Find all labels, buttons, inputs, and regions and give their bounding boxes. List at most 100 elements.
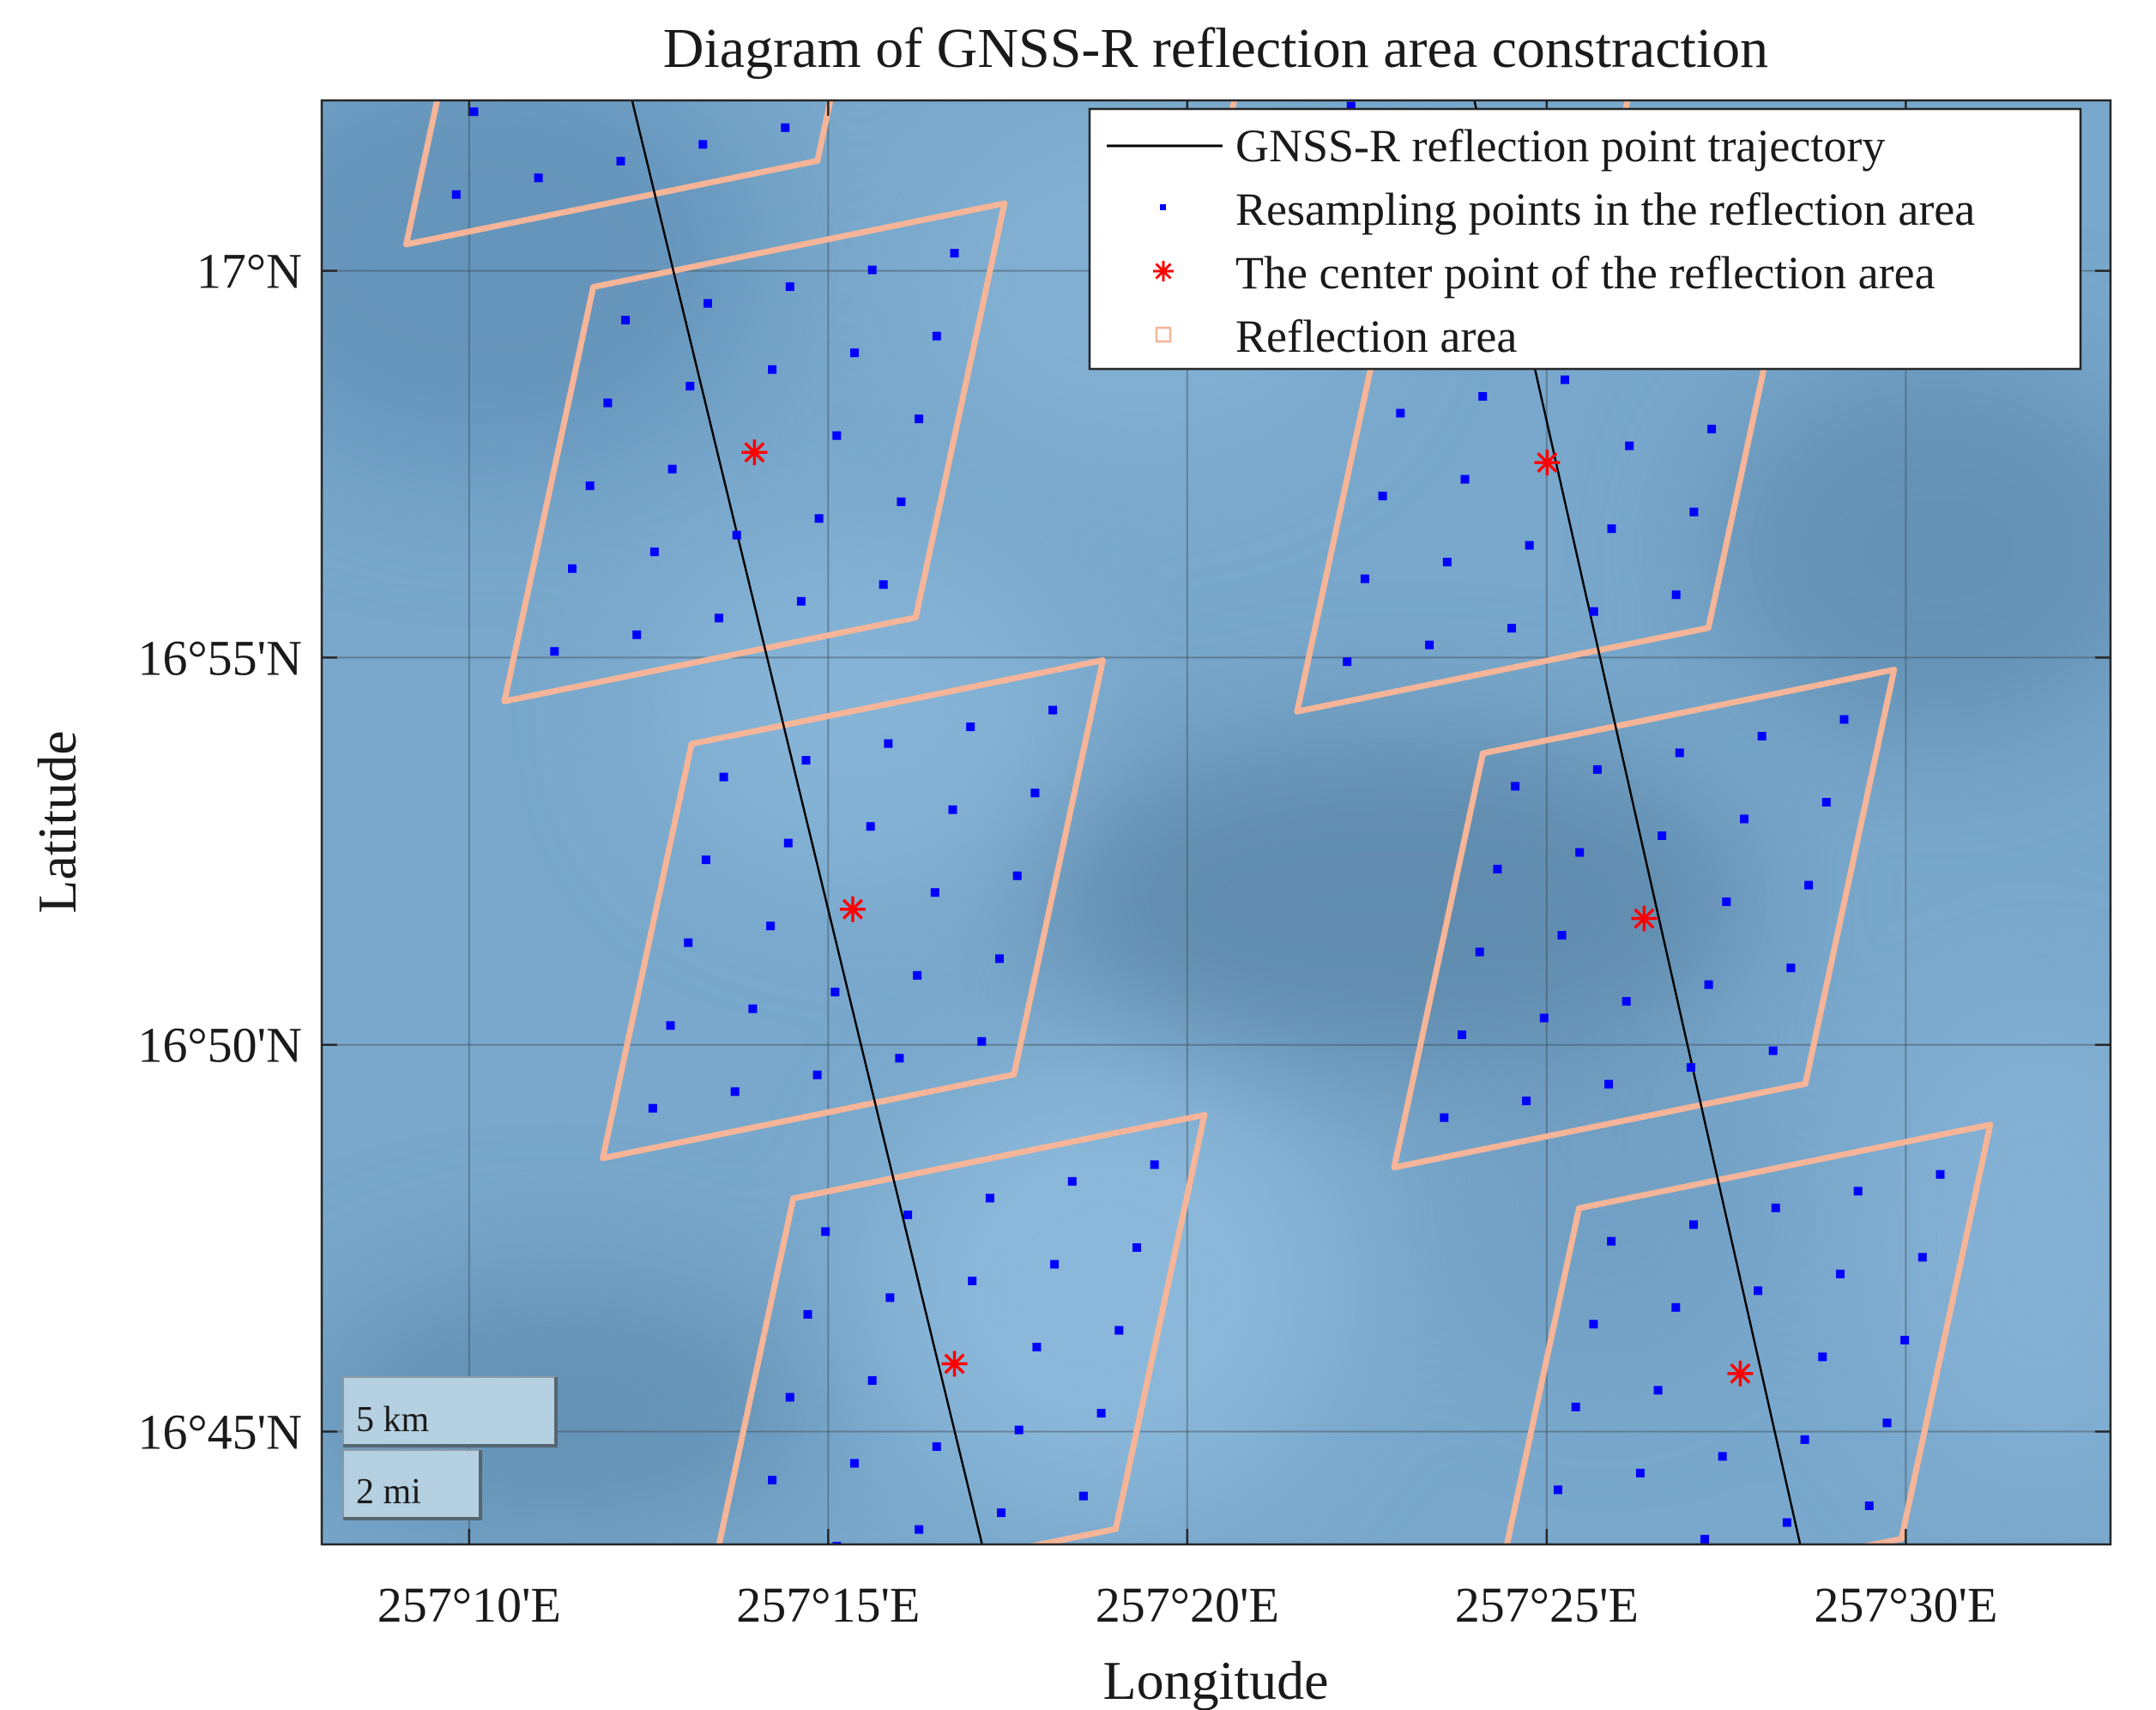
axis-ticks: 257°10'E 257°15'E 257°20'E 257°25'E 257°30'E… bbox=[137, 100, 2111, 1633]
resampling-point bbox=[1658, 831, 1667, 840]
resampling-point bbox=[932, 1442, 941, 1451]
resampling-point bbox=[1478, 392, 1488, 401]
resampling-point bbox=[1132, 1243, 1141, 1252]
center-point bbox=[1727, 1360, 1754, 1387]
y-tick-label: 16°50'N bbox=[137, 1018, 302, 1073]
reflection-area bbox=[716, 1111, 1208, 1544]
resampling-point bbox=[1864, 1502, 1874, 1510]
resampling-point bbox=[932, 331, 941, 341]
resampling-point bbox=[814, 514, 824, 523]
resampling-point bbox=[850, 348, 859, 358]
resampling-point bbox=[698, 140, 708, 149]
resampling-point bbox=[1800, 1435, 1809, 1444]
y-tick-label: 16°55'N bbox=[137, 630, 302, 686]
resampling-point bbox=[977, 1036, 987, 1046]
resampling-point bbox=[585, 481, 595, 491]
resampling-point bbox=[1525, 541, 1534, 550]
resampling-point bbox=[1821, 798, 1831, 807]
resampling-point bbox=[785, 282, 794, 292]
resampling-point bbox=[451, 190, 461, 199]
resampling-point bbox=[966, 722, 975, 732]
x-axis-label: Longitude bbox=[1102, 1650, 1328, 1710]
resampling-point bbox=[1836, 1269, 1845, 1278]
resampling-point bbox=[1622, 997, 1631, 1006]
resampling-point bbox=[632, 630, 642, 639]
resampling-point bbox=[1707, 425, 1717, 434]
resampling-point bbox=[550, 647, 559, 656]
resampling-point bbox=[1671, 1302, 1681, 1312]
resampling-point bbox=[1754, 1286, 1763, 1296]
resampling-point bbox=[1618, 1551, 1627, 1560]
trajectory-line bbox=[631, 100, 983, 1544]
center-point bbox=[643, 0, 669, 9]
resampling-point bbox=[995, 954, 1004, 964]
chart-title: Diagram of GNSS-R reflection area constr… bbox=[663, 17, 1768, 80]
resampling-point bbox=[968, 1276, 977, 1285]
resampling-point bbox=[685, 382, 695, 391]
resampling-point bbox=[534, 173, 543, 183]
resampling-point bbox=[1839, 715, 1849, 724]
resampling-point bbox=[1458, 1030, 1466, 1039]
x-tick-label: 257°30'E bbox=[1814, 1577, 1997, 1633]
x-tick-label: 257°20'E bbox=[1096, 1577, 1279, 1633]
resampling-point bbox=[1675, 748, 1684, 758]
axes-box bbox=[320, 99, 2112, 1546]
resampling-point bbox=[1589, 1320, 1598, 1329]
reflection-area bbox=[501, 200, 1008, 704]
legend: GNSS-R reflection point trajectory Resam… bbox=[1088, 107, 2082, 371]
resampling-point bbox=[1507, 624, 1516, 633]
resampling-point bbox=[1561, 375, 1569, 384]
resampling-point bbox=[1607, 524, 1616, 534]
resampling-point bbox=[903, 1210, 913, 1219]
resampling-point bbox=[1557, 931, 1567, 940]
resampling-point bbox=[616, 156, 625, 166]
resampling-point bbox=[704, 299, 712, 308]
resampling-point bbox=[1012, 871, 1022, 880]
resampling-point bbox=[667, 464, 677, 474]
x-tick-label: 257°15'E bbox=[736, 1577, 920, 1633]
resampling-point bbox=[715, 613, 723, 623]
resampling-point bbox=[1014, 1425, 1024, 1435]
resampling-point bbox=[885, 1293, 895, 1302]
resampling-point bbox=[1378, 492, 1387, 501]
resampling-point bbox=[1689, 507, 1699, 517]
resampling-point bbox=[801, 756, 811, 765]
resampling-point bbox=[950, 249, 959, 258]
resampling-point bbox=[1768, 1046, 1778, 1055]
resampling-point bbox=[1635, 1468, 1645, 1477]
reflection-area bbox=[1503, 1121, 1994, 1544]
resampling-point bbox=[1700, 1534, 1709, 1544]
resampling-point bbox=[866, 822, 875, 831]
resampling-point bbox=[895, 1054, 904, 1063]
legend-center-marker bbox=[1153, 261, 1174, 281]
resampling-point bbox=[634, 74, 643, 82]
resampling-point bbox=[1067, 1176, 1077, 1186]
reflection-area bbox=[1391, 667, 1898, 1171]
resampling-point bbox=[1900, 1335, 1910, 1344]
resampling-point bbox=[1757, 732, 1766, 740]
center-point bbox=[941, 1350, 968, 1377]
resampling-point bbox=[997, 1508, 1006, 1518]
resampling-point bbox=[1460, 474, 1470, 484]
reflection-area bbox=[600, 657, 1106, 1162]
resampling-point bbox=[1917, 1253, 1927, 1262]
legend-resample-marker bbox=[1160, 204, 1166, 210]
resampling-point bbox=[1511, 782, 1520, 791]
resampling-point bbox=[1882, 1418, 1892, 1428]
resampling-point bbox=[1671, 590, 1681, 600]
resampling-point bbox=[1607, 1236, 1616, 1246]
resampling-point bbox=[1078, 1491, 1088, 1501]
resampling-point bbox=[1425, 640, 1434, 650]
resampling-point bbox=[1718, 1452, 1727, 1461]
center-point bbox=[741, 439, 768, 466]
resampling-point bbox=[1360, 574, 1369, 583]
resampling-point bbox=[766, 921, 776, 931]
resampling-point bbox=[648, 1103, 657, 1113]
center-point bbox=[839, 896, 866, 922]
resampling-point bbox=[666, 1021, 675, 1030]
resampling-point bbox=[1554, 1485, 1562, 1495]
reflection-area bbox=[403, 100, 834, 248]
center-point bbox=[1534, 450, 1561, 476]
resampling-point bbox=[1589, 607, 1598, 616]
